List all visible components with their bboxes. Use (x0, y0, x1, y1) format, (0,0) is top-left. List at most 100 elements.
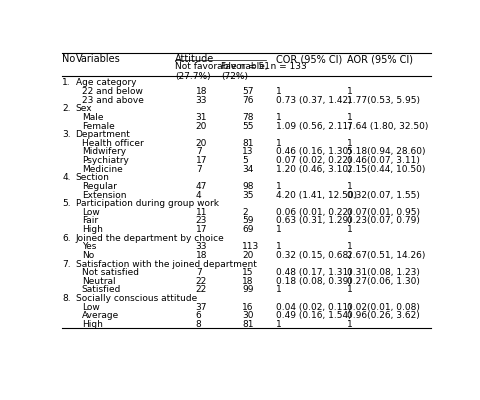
Text: 6: 6 (195, 311, 201, 320)
Text: Socially conscious attitude: Socially conscious attitude (75, 294, 196, 303)
Text: 35: 35 (242, 190, 253, 200)
Text: 20: 20 (195, 122, 207, 130)
Text: 0.02(0.01, 0.08): 0.02(0.01, 0.08) (346, 303, 419, 312)
Text: 1: 1 (275, 139, 281, 148)
Text: Extension: Extension (82, 190, 126, 200)
Text: 0.06 (0.01, 0.22): 0.06 (0.01, 0.22) (275, 208, 350, 217)
Text: Psychiatry: Psychiatry (82, 156, 129, 165)
Text: 1: 1 (275, 285, 281, 294)
Text: 18: 18 (195, 251, 207, 260)
Text: 1: 1 (275, 225, 281, 234)
Text: 0.49 (0.16, 1.54): 0.49 (0.16, 1.54) (275, 311, 350, 320)
Text: 11: 11 (195, 208, 207, 217)
Text: 20: 20 (242, 251, 253, 260)
Text: 4: 4 (195, 190, 201, 200)
Text: COR (95% CI): COR (95% CI) (275, 54, 341, 64)
Text: 20: 20 (195, 139, 207, 148)
Text: Midwifery: Midwifery (82, 148, 126, 156)
Text: Medicine: Medicine (82, 165, 122, 174)
Text: 1: 1 (346, 320, 352, 329)
Text: Female: Female (82, 122, 114, 130)
Text: 0.27(0.06, 1.30): 0.27(0.06, 1.30) (346, 277, 419, 286)
Text: 81: 81 (242, 320, 253, 329)
Text: Participation during group work: Participation during group work (75, 199, 218, 208)
Text: Attitude: Attitude (174, 54, 214, 64)
Text: 1: 1 (275, 320, 281, 329)
Text: 4.20 (1.41, 12.50): 4.20 (1.41, 12.50) (275, 190, 356, 200)
Text: 23: 23 (195, 216, 207, 225)
Text: Fair: Fair (82, 216, 98, 225)
Text: 1: 1 (275, 242, 281, 251)
Text: 0.46(0.07, 3.11): 0.46(0.07, 3.11) (346, 156, 419, 165)
Text: AOR (95% CI): AOR (95% CI) (346, 54, 412, 64)
Text: 2.: 2. (62, 104, 71, 113)
Text: Regular: Regular (82, 182, 117, 191)
Text: 22: 22 (195, 277, 206, 286)
Text: 37: 37 (195, 303, 207, 312)
Text: 2.67(0.51, 14.26): 2.67(0.51, 14.26) (346, 251, 424, 260)
Text: Age category: Age category (75, 78, 136, 88)
Text: 23 and above: 23 and above (82, 96, 144, 105)
Text: Joined the department by choice: Joined the department by choice (75, 234, 224, 243)
Text: 34: 34 (242, 165, 253, 174)
Text: 5: 5 (242, 156, 248, 165)
Text: 78: 78 (242, 113, 253, 122)
Text: Neutral: Neutral (82, 277, 115, 286)
Text: 15: 15 (242, 268, 253, 277)
Text: 0.96(0.26, 3.62): 0.96(0.26, 3.62) (346, 311, 419, 320)
Text: 7: 7 (195, 165, 201, 174)
Text: High: High (82, 320, 103, 329)
Text: 1: 1 (346, 182, 352, 191)
Text: 18: 18 (195, 87, 207, 96)
Text: 18: 18 (242, 277, 253, 286)
Text: 0.04 (0.02, 0.11): 0.04 (0.02, 0.11) (275, 303, 350, 312)
Text: Variables: Variables (75, 54, 120, 64)
Text: 47: 47 (195, 182, 207, 191)
Text: 0.07(0.01, 0.95): 0.07(0.01, 0.95) (346, 208, 419, 217)
Text: 7: 7 (195, 148, 201, 156)
Text: 1: 1 (346, 113, 352, 122)
Text: 2: 2 (242, 208, 247, 217)
Text: 0.32 (0.15, 0.68): 0.32 (0.15, 0.68) (275, 251, 350, 260)
Text: 17: 17 (195, 225, 207, 234)
Text: 1: 1 (275, 87, 281, 96)
Text: 7: 7 (195, 268, 201, 277)
Text: 98: 98 (242, 182, 253, 191)
Text: High: High (82, 225, 103, 234)
Text: 30: 30 (242, 311, 253, 320)
Text: 0.31(0.08, 1.23): 0.31(0.08, 1.23) (346, 268, 419, 277)
Text: Satisfaction with the joined department: Satisfaction with the joined department (75, 260, 256, 268)
Text: Sex: Sex (75, 104, 92, 113)
Text: 13: 13 (242, 148, 253, 156)
Text: 0.46 (0.16, 1.30): 0.46 (0.16, 1.30) (275, 148, 350, 156)
Text: Health officer: Health officer (82, 139, 143, 148)
Text: 0.18 (0.08, 0.39): 0.18 (0.08, 0.39) (275, 277, 351, 286)
Text: 3.: 3. (62, 130, 71, 139)
Text: 0.73 (0.37, 1.42): 0.73 (0.37, 1.42) (275, 96, 350, 105)
Text: 69: 69 (242, 225, 253, 234)
Text: 59: 59 (242, 216, 253, 225)
Text: 7.: 7. (62, 260, 71, 268)
Text: 1: 1 (346, 139, 352, 148)
Text: 76: 76 (242, 96, 253, 105)
Text: 4.: 4. (62, 173, 71, 182)
Text: 5.18(0.94, 28.60): 5.18(0.94, 28.60) (346, 148, 424, 156)
Text: 22 and below: 22 and below (82, 87, 143, 96)
Text: 17: 17 (195, 156, 207, 165)
Text: 1: 1 (346, 285, 352, 294)
Text: 1: 1 (275, 113, 281, 122)
Text: 16: 16 (242, 303, 253, 312)
Text: 57: 57 (242, 87, 253, 96)
Text: 22: 22 (195, 285, 206, 294)
Text: 0.63 (0.31, 1.29): 0.63 (0.31, 1.29) (275, 216, 350, 225)
Text: 6.: 6. (62, 234, 71, 243)
Text: 81: 81 (242, 139, 253, 148)
Text: Low: Low (82, 303, 99, 312)
Text: 0.32(0.07, 1.55): 0.32(0.07, 1.55) (346, 190, 419, 200)
Text: 0.07 (0.02, 0.22): 0.07 (0.02, 0.22) (275, 156, 350, 165)
Text: Satisfied: Satisfied (82, 285, 121, 294)
Text: 1.77(0.53, 5.95): 1.77(0.53, 5.95) (346, 96, 419, 105)
Text: Low: Low (82, 208, 99, 217)
Text: 0.48 (0.17, 1.31): 0.48 (0.17, 1.31) (275, 268, 350, 277)
Text: 33: 33 (195, 96, 207, 105)
